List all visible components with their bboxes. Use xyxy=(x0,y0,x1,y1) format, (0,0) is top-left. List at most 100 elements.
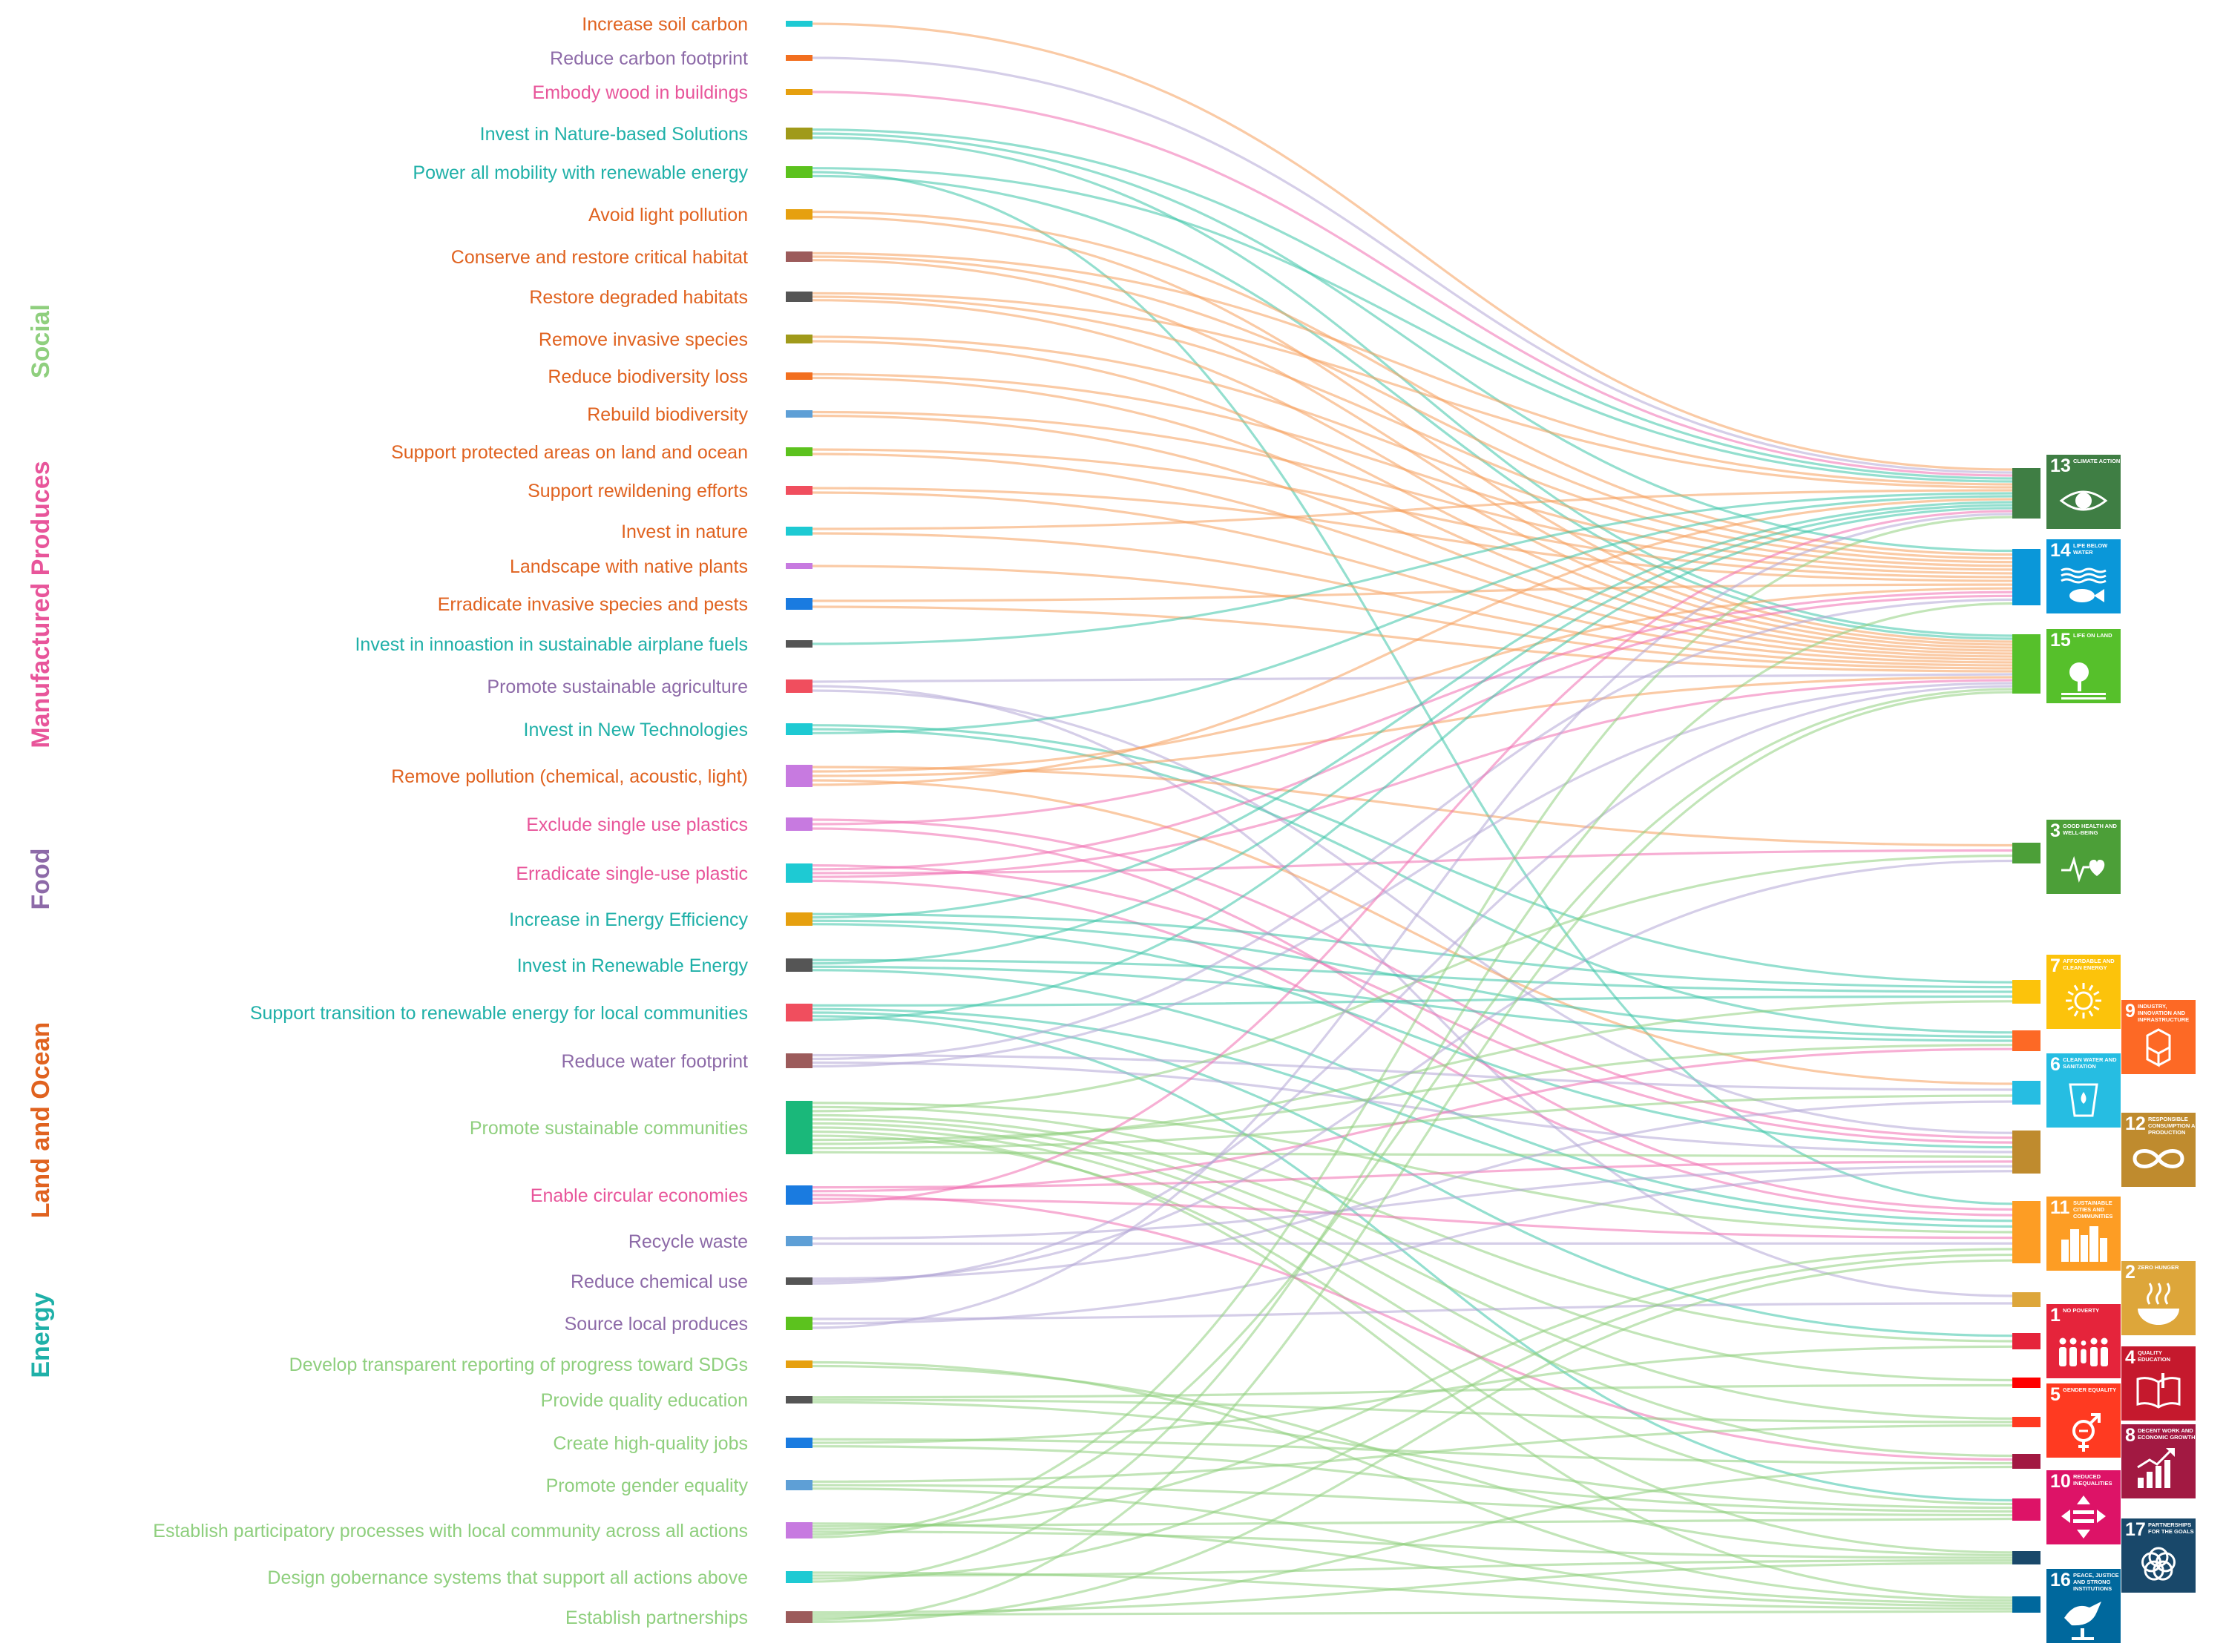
link-source-local-produces-to-sdg-12 xyxy=(812,1170,2013,1325)
sdg-9-icon: 9 INDUSTRY, INNOVATION AND INFRASTRUCTURE xyxy=(2121,1000,2196,1074)
action-node-support-protected-areas-on-land-and-ocean xyxy=(786,447,812,456)
link-invest-in-nature-based-solutions-to-sdg-13 xyxy=(812,128,2013,480)
sdg-title: RESPONSIBLE CONSUMPTION AND PRODUCTION xyxy=(2148,1116,2204,1136)
sdg-node-8 xyxy=(2012,1454,2040,1469)
sdg-tile xyxy=(2046,820,2121,894)
link-promote-gender-equality-to-sdg-10 xyxy=(812,1484,2013,1517)
action-node-reduce-biodiversity-loss xyxy=(786,372,812,380)
link-support-rewildening-efforts-to-sdg-15 xyxy=(812,491,2013,664)
action-node-avoid-light-pollution xyxy=(786,209,812,220)
category-label-energy: Energy xyxy=(27,1292,55,1378)
link-increase-in-energy-efficiency-to-sdg-9 xyxy=(812,919,2013,1038)
link-reduce-water-footprint-to-sdg-15 xyxy=(812,682,2013,1068)
sdg-12-icon: 12 RESPONSIBLE CONSUMPTION AND PRODUCTION xyxy=(2121,1113,2204,1187)
link-promote-sustainable-communities-to-sdg-6 xyxy=(812,1094,2013,1150)
action-node-reduce-water-footprint xyxy=(786,1053,812,1068)
book-icon xyxy=(2136,1373,2181,1409)
action-label-layer: Increase soil carbon Reduce carbon footpr… xyxy=(153,14,748,1628)
category-label-land-and-ocean: Land and Ocean xyxy=(27,1022,55,1219)
sdg-title: ZERO HUNGER xyxy=(2138,1264,2179,1271)
action-label: Restore degraded habitats xyxy=(529,287,748,308)
equality-icon xyxy=(2061,1495,2106,1539)
link-erradicate-single-use-plastic-to-sdg-11 xyxy=(812,879,2013,1217)
link-erradicate-invasive-species-and-pests-to-sdg-14 xyxy=(812,583,2013,602)
action-label: Landscape with native plants xyxy=(510,556,748,577)
link-remove-pollution-chemical-acoustic-light-to-sdg-6 xyxy=(812,779,2013,1085)
link-establish-participatory-processes-with-local-community-across-all-actions-to-sdg-15 xyxy=(812,688,2013,1539)
sdg-node-9 xyxy=(2012,1030,2040,1051)
link-support-transition-to-renewable-energy-for-local-communities-to-sdg-13 xyxy=(812,507,2013,1021)
link-establish-partnerships-to-sdg-16 xyxy=(812,1610,2013,1616)
link-invest-in-new-technologies-to-sdg-7 xyxy=(812,724,2013,984)
link-invest-in-new-technologies-to-sdg-13 xyxy=(812,495,2013,734)
category-label-manufactured-produces: Manufactured Produces xyxy=(27,461,55,748)
sdg-node-11 xyxy=(2012,1201,2040,1263)
action-label: Develop transparent reporting of progres… xyxy=(289,1355,748,1375)
sdg-title: GOOD HEALTH AND WELL-BEING xyxy=(2063,823,2117,836)
sdg-title: GENDER EQUALITY xyxy=(2063,1386,2116,1393)
action-label: Reduce carbon footprint xyxy=(550,48,748,69)
action-node-restore-degraded-habitats xyxy=(786,292,812,302)
action-node-establish-partnerships xyxy=(786,1611,812,1623)
sdg-2-icon: 2 ZERO HUNGER xyxy=(2121,1261,2196,1335)
link-establish-participatory-processes-with-local-community-across-all-actions-to-sdg-17 xyxy=(812,1530,2013,1559)
link-promote-sustainable-agriculture-to-sdg-15 xyxy=(812,673,2013,683)
action-node-increase-in-energy-efficiency xyxy=(786,912,812,926)
action-node-support-rewildening-efforts xyxy=(786,486,812,495)
link-promote-gender-equality-to-sdg-5 xyxy=(812,1424,2013,1483)
sdg-number: 8 xyxy=(2125,1425,2135,1446)
sdg-4-icon: 4 QUALITY EDUCATION xyxy=(2121,1346,2196,1421)
action-label: Power all mobility with renewable energy xyxy=(413,162,748,183)
link-establish-partnerships-to-sdg-11 xyxy=(812,1259,2013,1623)
link-conserve-and-restore-critical-habitat-to-sdg-13 xyxy=(812,251,2013,486)
action-label: Invest in innoastion in sustainable airp… xyxy=(355,634,748,655)
action-node-design-gobernance-systems-that-support-all-actions-above xyxy=(786,1571,812,1583)
sdg-16-icon: 16 PEACE, JUSTICE AND STRONG INSTITUTIONS xyxy=(2046,1569,2121,1643)
fish-icon xyxy=(2061,567,2107,602)
link-reduce-biodiversity-loss-to-sdg-14 xyxy=(812,372,2013,571)
link-reduce-water-footprint-to-sdg-12 xyxy=(812,1061,2013,1154)
link-establish-participatory-processes-with-local-community-across-all-actions-to-sdg-16 xyxy=(812,1522,2013,1607)
link-restore-degraded-habitats-to-sdg-14 xyxy=(812,295,2013,564)
link-erradicate-invasive-species-and-pests-to-sdg-15 xyxy=(812,605,2013,673)
action-node-source-local-produces xyxy=(786,1317,812,1330)
sdg-number: 7 xyxy=(2050,955,2061,976)
action-node-exclude-single-use-plastics xyxy=(786,817,812,831)
sdg-7-icon: 7 AFFORDABLE AND CLEAN ENERGY xyxy=(2046,955,2121,1029)
sdg-title: REDUCED INEQUALITIES xyxy=(2073,1473,2112,1487)
sdg-number: 5 xyxy=(2050,1384,2061,1405)
sdg-1-icon: 1 NO POVERTY xyxy=(2046,1304,2121,1378)
link-support-transition-to-renewable-energy-for-local-communities-to-sdg-11 xyxy=(812,1007,2013,1228)
action-node-enable-circular-economies xyxy=(786,1185,812,1205)
link-enable-circular-economies-to-sdg-8 xyxy=(812,1194,2013,1461)
link-support-transition-to-renewable-energy-for-local-communities-to-sdg-10 xyxy=(812,1015,2013,1502)
action-node-conserve-and-restore-critical-habitat xyxy=(786,251,812,262)
sdg-node-13 xyxy=(2012,468,2040,519)
link-design-gobernance-systems-that-support-all-actions-above-to-sdg-14 xyxy=(812,602,2013,1583)
action-node-layer xyxy=(786,21,812,1623)
link-source-local-produces-to-sdg-2 xyxy=(812,1302,2013,1320)
category-label-social: Social xyxy=(27,304,55,378)
sdg-node-10 xyxy=(2012,1498,2040,1521)
link-provide-quality-education-to-sdg-5 xyxy=(812,1398,2013,1424)
growth-chart-icon xyxy=(2137,1448,2175,1488)
sdg-number: 9 xyxy=(2125,1001,2135,1021)
link-develop-transparent-reporting-of-progress-toward-sdgs-to-sdg-17 xyxy=(812,1364,2013,1556)
sdg-number: 17 xyxy=(2125,1519,2146,1540)
link-create-high-quality-jobs-to-sdg-8 xyxy=(812,1438,2013,1465)
action-label: Invest in Nature-based Solutions xyxy=(480,124,748,145)
action-label: Provide quality education xyxy=(541,1390,748,1411)
sdg-node-6 xyxy=(2012,1081,2040,1105)
action-label: Remove invasive species xyxy=(539,329,748,350)
link-invest-in-renewable-energy-to-sdg-13 xyxy=(812,504,2013,965)
sdg-number: 14 xyxy=(2050,540,2071,561)
sdg-number: 10 xyxy=(2050,1471,2071,1492)
link-reduce-chemical-use-to-sdg-6 xyxy=(812,1100,2013,1280)
link-provide-quality-education-to-sdg-10 xyxy=(812,1401,2013,1510)
link-support-rewildening-efforts-to-sdg-14 xyxy=(812,487,2013,582)
action-label: Support transition to renewable energy f… xyxy=(250,1003,748,1024)
action-label: Create high-quality jobs xyxy=(553,1433,748,1454)
action-node-establish-participatory-processes-with-local-community-across-all-actions xyxy=(786,1522,812,1539)
action-label: Promote sustainable communities xyxy=(470,1118,748,1139)
